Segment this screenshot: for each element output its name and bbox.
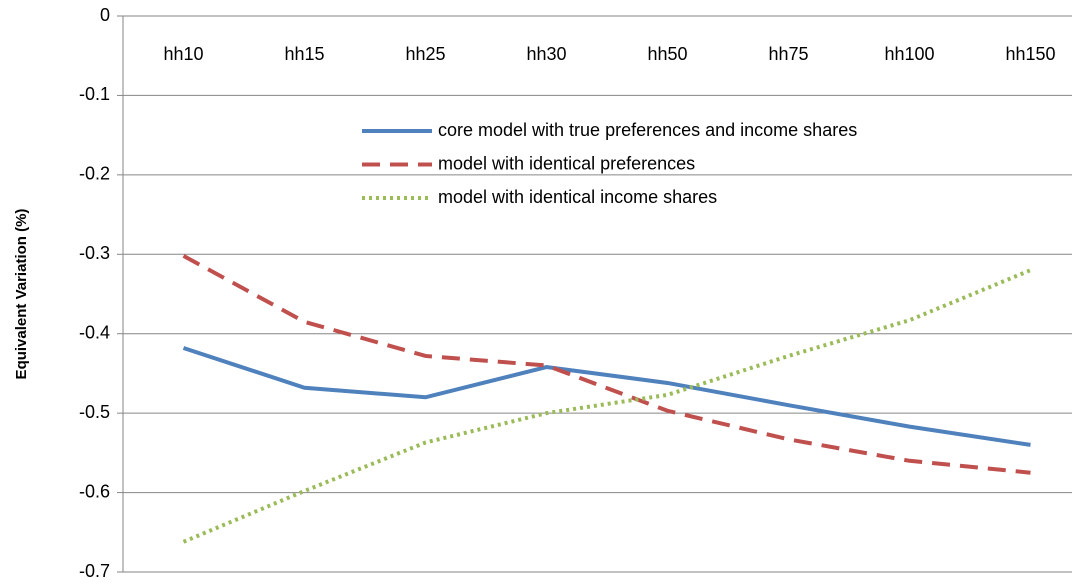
y-tick-label: -0.6 <box>79 481 110 501</box>
legend-label: model with identical preferences <box>438 153 695 173</box>
series-line <box>182 346 1031 447</box>
x-tick-label: hh15 <box>284 44 324 64</box>
y-tick-label: -0.3 <box>79 243 110 263</box>
y-tick-label: -0.4 <box>79 322 110 342</box>
legend-label: core model with true preferences and inc… <box>438 120 857 140</box>
x-tick-label: hh10 <box>163 44 203 64</box>
y-tick-label: -0.2 <box>79 164 110 184</box>
y-tick-label: -0.1 <box>79 84 110 104</box>
series-line <box>182 268 1032 544</box>
y-tick-label: 0 <box>100 5 110 25</box>
y-tick-label: -0.5 <box>79 402 110 422</box>
x-tick-label: hh100 <box>884 44 934 64</box>
x-tick-label: hh75 <box>768 44 808 64</box>
x-tick-label: hh50 <box>647 44 687 64</box>
y-tick-label: -0.7 <box>79 561 110 581</box>
series-line <box>182 254 1031 475</box>
legend-label: model with identical income shares <box>438 187 717 207</box>
x-tick-label: hh25 <box>405 44 445 64</box>
y-axis-label: Equivalent Variation (%) <box>13 209 30 380</box>
x-tick-label: hh30 <box>526 44 566 64</box>
x-tick-label: hh150 <box>1005 44 1055 64</box>
